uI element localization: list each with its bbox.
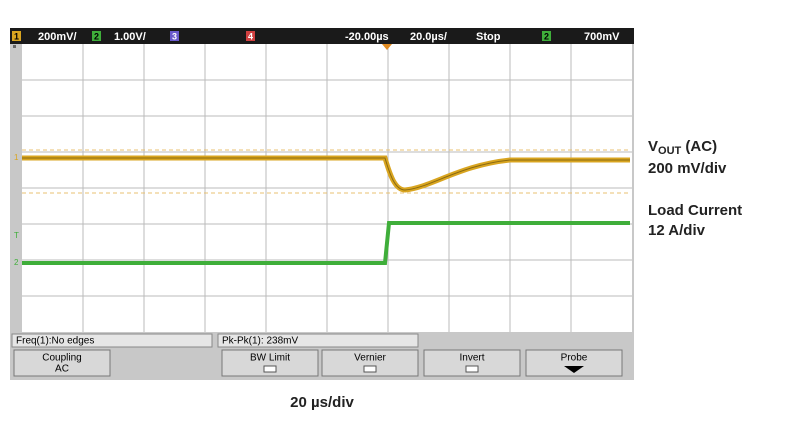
ch2-marker: 2 (14, 258, 19, 267)
softkey[interactable]: Probe (525, 349, 623, 377)
softkey-label: Probe (561, 353, 588, 364)
run-state: Stop (476, 31, 501, 43)
ch4-badge (246, 31, 255, 41)
softkey-indicator (263, 365, 277, 373)
delay: -20.00µs (345, 31, 389, 43)
ch2-number: 2 (94, 31, 99, 41)
grid (22, 44, 632, 332)
softkey-indicator (465, 365, 479, 373)
softkey-arrow (564, 366, 584, 373)
vout-trace-core (22, 157, 630, 191)
trigger-marker: T (14, 231, 19, 240)
trigger-channel: 2 (544, 31, 549, 41)
softkey-face (13, 349, 111, 377)
vout-sub: OUT (658, 145, 682, 157)
ch2-badge (92, 31, 101, 41)
time-scale: 20 µs/div (290, 394, 354, 411)
vout-scale: 200 mV/div (648, 160, 727, 177)
measurement: Freq(1):No edges (16, 336, 94, 347)
current-trace (22, 221, 630, 265)
ch4-number: 4 (248, 31, 253, 41)
ch1-badge (12, 31, 21, 41)
ch3-badge (170, 31, 179, 41)
trigger-level: 700mV (584, 31, 620, 43)
ch2-scale: 1.00V/ (114, 31, 146, 43)
timebase: 20.0µs/ (410, 31, 447, 43)
trigger-position (382, 44, 392, 50)
softkey-label: Coupling (42, 353, 81, 364)
vout-label: VOUT (AC) (648, 138, 717, 157)
softkey[interactable]: Invert (423, 349, 521, 377)
softkey-indicator (363, 365, 377, 373)
current-label: Load Current (648, 202, 742, 219)
softkey[interactable]: BW Limit (221, 349, 319, 377)
top-bar (10, 28, 634, 44)
softkey[interactable]: Vernier (321, 349, 419, 377)
ch1-marker: 1 (14, 153, 19, 162)
softkey-label: Invert (459, 353, 484, 364)
vout-main: V (648, 138, 658, 155)
status-cell (11, 333, 213, 348)
current-scale: 12 A/div (648, 222, 706, 239)
softkey-value: AC (55, 364, 69, 375)
vout-rest: (AC) (681, 138, 717, 155)
ch1-number: 1 (14, 31, 19, 41)
ch3-number: 3 (172, 31, 177, 41)
status-cell (217, 333, 419, 348)
softkey-label: BW Limit (250, 353, 290, 364)
softkey-label: Vernier (354, 353, 386, 364)
tick (13, 45, 16, 48)
ch1-scale: 200mV/ (38, 31, 77, 43)
measurement: Pk-Pk(1): 238mV (222, 336, 298, 347)
trigger-badge (542, 31, 551, 41)
